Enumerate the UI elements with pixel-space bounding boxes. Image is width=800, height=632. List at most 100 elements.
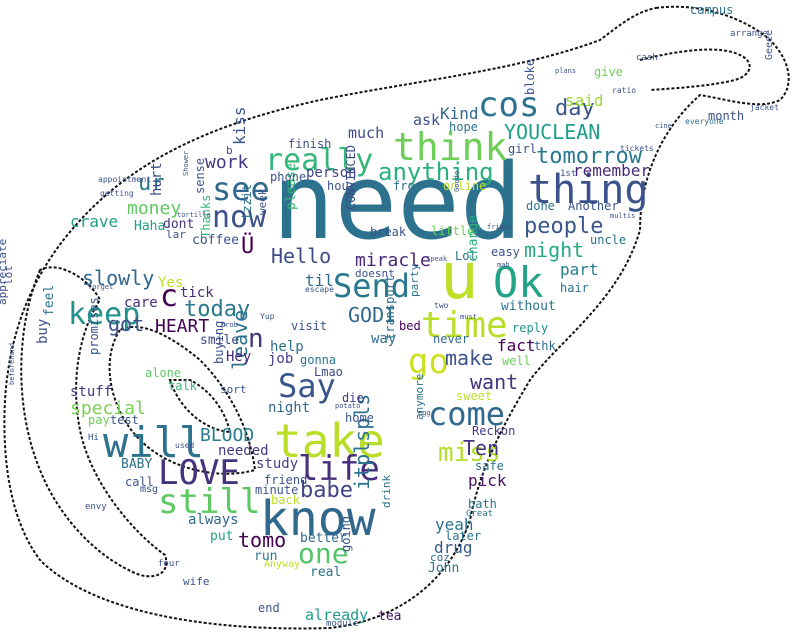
word-yes: Yes [158, 275, 184, 291]
word-tea: tea [378, 609, 402, 624]
word-put: put [210, 529, 234, 544]
word-today: today [184, 297, 251, 322]
word-escape: escape [305, 285, 334, 294]
word-go: go [408, 342, 449, 382]
word-without: without [501, 299, 556, 314]
word-really: really [265, 143, 374, 178]
word-msg: msg [140, 484, 159, 495]
word-hi: Hi [88, 433, 99, 443]
word-godi: GODI [348, 303, 397, 327]
word-love: LOVE [158, 453, 240, 493]
word-yeah: yeah [435, 515, 474, 534]
word-money: money [127, 198, 182, 219]
word-geeee: Geeee [764, 29, 775, 60]
word-help: help [270, 339, 304, 355]
word-finish: finish [288, 137, 332, 151]
word-thing: thing [528, 167, 649, 213]
word-ask: ask [413, 111, 441, 129]
word-anything: anything [378, 158, 494, 186]
word-got: got [108, 312, 145, 336]
word-arrange: arrange [730, 29, 768, 39]
word-uncle: uncle [590, 233, 627, 247]
word-special: special [70, 398, 146, 419]
word-make: make [445, 346, 494, 370]
outline-inner-1 [20, 266, 168, 578]
word-way: way [371, 331, 397, 347]
word-friday: friday [487, 223, 513, 231]
word-safe: safe [475, 459, 504, 473]
word-break: break [370, 225, 407, 239]
word-talk: talk [168, 379, 197, 393]
word-getting: getting [100, 189, 134, 198]
word-cash: cash [636, 53, 658, 63]
word-egg: egg [418, 409, 431, 417]
word-beforehand: beforehand [8, 342, 16, 385]
word-need: need [272, 141, 523, 263]
word-think: think [393, 125, 508, 169]
word-thk: thk [534, 339, 556, 353]
word-cos: cos [478, 85, 540, 125]
word-part: part [560, 260, 599, 279]
word-keep: keep [68, 297, 141, 332]
word-care: care [124, 295, 158, 311]
word-person: person [306, 165, 357, 181]
word-crave: crave [70, 212, 119, 231]
word-multis: multis [610, 212, 636, 220]
word-til: til [305, 271, 334, 290]
word-night: night [268, 400, 311, 416]
word-forget: forget [88, 283, 114, 291]
word-ten: Ten [463, 436, 500, 460]
word-sort: sort [220, 383, 247, 396]
word-smile: smile [200, 333, 240, 348]
word-ratio: ratio [612, 86, 637, 95]
word-hope: hope [449, 120, 478, 134]
word-now: now [212, 200, 267, 235]
word-always: always [188, 512, 239, 528]
word-week: week [256, 188, 269, 216]
word-party: party [408, 263, 421, 297]
word-heart: HEART [155, 316, 210, 337]
word-dont: dont [163, 217, 195, 232]
word-reckon: Reckon [472, 424, 516, 438]
word-tortilla: tortilla [177, 211, 211, 219]
word-yup: Yup [260, 312, 275, 321]
word-work: work [205, 152, 249, 173]
word-feel: feel [42, 284, 57, 316]
word-still: still [158, 482, 261, 522]
word-gonna: gonna [300, 353, 337, 367]
word-later: later [445, 529, 482, 543]
word-cine: cine [655, 122, 672, 130]
word-tomo: tomo [238, 528, 287, 552]
word-ur: ur [138, 171, 165, 196]
word-two: two [434, 301, 449, 310]
word-study: study [256, 456, 299, 472]
word-much: much [348, 124, 385, 142]
word-die: die [342, 391, 364, 405]
word-might: might [524, 238, 585, 262]
word-youclean: YOUCLEAN [504, 120, 601, 144]
word-already: already [305, 606, 369, 624]
word-mah: mah [497, 261, 510, 269]
word-send: Send [333, 267, 411, 305]
word-speak: Speak [426, 255, 448, 263]
word-haha: Haha [134, 219, 166, 234]
word-bath: bath [468, 497, 497, 511]
word-potato: potato [335, 402, 361, 410]
outline-inner-3 [168, 379, 232, 434]
word-hour: hour [327, 179, 356, 193]
word-coz: coz [430, 551, 450, 564]
word-four: four [158, 559, 180, 569]
word-lol: Lol [455, 249, 477, 263]
word-said: said [565, 91, 604, 110]
word-hurt: hurt [149, 162, 165, 196]
word-see: see [212, 170, 270, 208]
word-sense: sense [193, 157, 207, 194]
word-job: job [268, 351, 294, 367]
word-izzit: izzit [240, 183, 254, 220]
word-back: back [271, 493, 300, 507]
word-transport: transport [383, 274, 397, 340]
word-reply: reply [512, 321, 549, 335]
word-promises: promises [87, 297, 101, 355]
word-b: b [226, 144, 233, 157]
word-u: u [440, 240, 479, 314]
